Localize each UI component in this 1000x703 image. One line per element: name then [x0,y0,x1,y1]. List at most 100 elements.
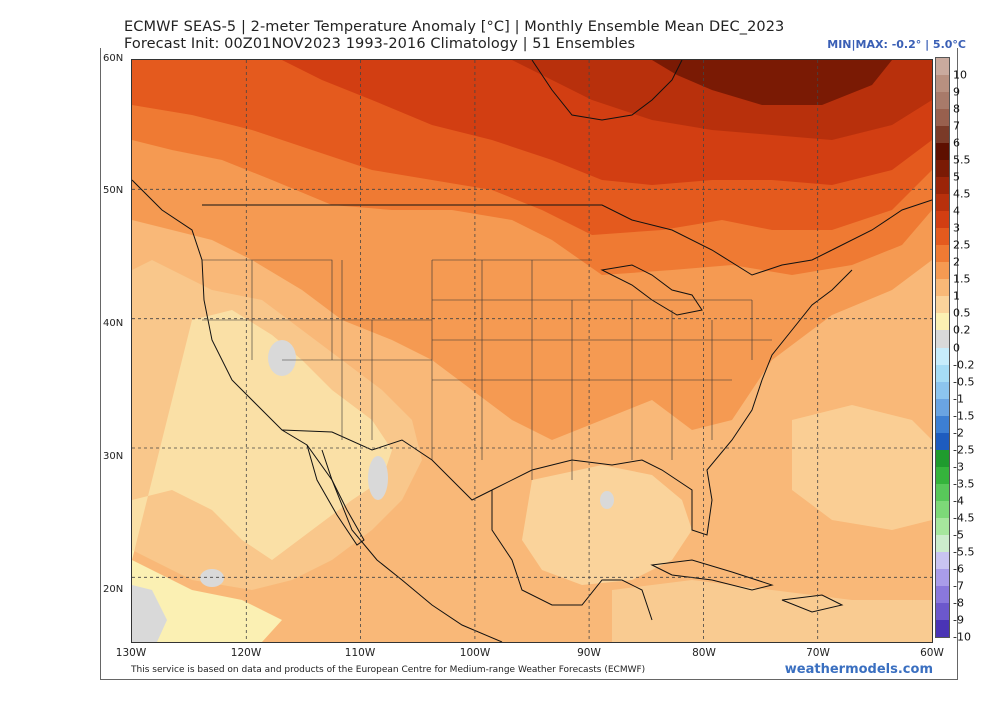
colorbar-cell [936,262,949,280]
map-title-line-2: Forecast Init: 00Z01NOV2023 1993-2016 Cl… [124,36,636,52]
colorbar-label: -2.5 [953,443,975,457]
near-zero-gulf [600,491,614,509]
colorbar-cell [936,483,949,502]
colorbar-cell [936,296,949,314]
colorbar-cell [936,602,949,621]
colorbar-cell [936,551,949,570]
colorbar-label: 7 [953,119,960,133]
near-zero-pacific [200,569,224,587]
colorbar-label: 1 [953,289,960,303]
colorbar-cell [936,500,949,519]
lat-label-50n: 50N [103,185,124,196]
colorbar-cell [936,398,949,417]
colorbar-cell [936,415,949,434]
lon-label-100w: 100W [459,647,491,659]
lon-label-130w: 130W [115,647,147,659]
lon-label-60w: 60W [920,647,944,659]
colorbar-label: 4.5 [953,187,971,201]
colorbar-label: 4 [953,204,960,218]
colorbar-cell [936,466,949,485]
near-zero-nevada [268,340,296,376]
colorbar-label: -7 [953,579,964,593]
colorbar-cell [936,585,949,604]
lat-label-40n: 40N [103,318,124,329]
colorbar-label: -10 [953,630,971,644]
colorbar-cell [936,143,949,161]
colorbar-label: -8 [953,596,964,610]
colorbar-cell [936,313,949,331]
colorbar-cell [936,381,949,400]
colorbar-cell [936,177,949,195]
colorbar-cell [936,568,949,587]
lat-label-20n: 20N [103,584,124,595]
map-title-line-1: ECMWF SEAS-5 | 2-meter Temperature Anoma… [124,19,785,35]
anomaly-band-0-5-gulf [522,465,692,585]
colorbar-cell [936,58,949,76]
near-zero-far-pacific [132,585,167,642]
lon-label-110w: 110W [344,647,376,659]
colorbar-cell [936,619,949,638]
colorbar-label: -4 [953,494,964,508]
gulf-coast [491,490,653,621]
colorbar-label: -3.5 [953,477,975,491]
colorbar-label: -5 [953,528,964,542]
colorbar-label: -3 [953,460,964,474]
colorbar-label: -1.5 [953,409,975,423]
cuba [650,559,774,591]
great-lakes [600,264,703,316]
colorbar-label: -4.5 [953,511,975,525]
colorbar-label: 8 [953,102,960,116]
colorbar-cell [936,126,949,144]
lat-label-30n: 30N [103,451,124,462]
colorbar-label: -0.5 [953,375,975,389]
state-lines-central [432,259,612,480]
colorbar-label: -2 [953,426,964,440]
colorbar-cell [936,75,949,93]
colorbar-label: 0 [953,341,960,354]
anomaly-band-0-5-atlantic [792,405,932,530]
colorbar-label: -1 [953,392,964,406]
colorbar-label: 9 [953,85,960,99]
colorbar-cell [936,364,949,383]
colorbar [935,57,950,638]
east-canada-coast [831,199,932,251]
colorbar-cell [936,109,949,127]
colorbar-label: 3 [953,221,960,235]
colorbar-cell [936,330,949,348]
colorbar-cell [936,160,949,178]
us-canada-border [202,204,833,276]
colorbar-cell [936,279,949,297]
lon-label-120w: 120W [230,647,262,659]
colorbar-label: -5.5 [953,545,975,559]
colorbar-label: 2 [953,255,960,269]
colorbar-label: -0.2 [953,358,975,372]
lat-lon-grid [132,60,932,642]
colorbar-label: 0.5 [953,306,971,320]
colorbar-label: -9 [953,613,964,627]
colorbar-cell [936,534,949,553]
colorbar-cell [936,432,949,451]
us-mexico-border [281,429,493,501]
lon-label-90w: 90W [577,647,601,659]
colorbar-label: -6 [953,562,964,576]
colorbar-cell [936,194,949,212]
lat-label-60n: 60N [103,53,124,64]
brand-link[interactable]: weathermodels.com [784,662,933,677]
colorbar-cell [936,517,949,536]
colorbar-cell [936,92,949,110]
colorbar-label: 1.5 [953,272,971,286]
min-max-readout: MIN|MAX: -0.2° | 5.0°C [827,38,966,51]
colorbar-label: 5.5 [953,153,971,167]
colorbar-label: 0.2 [953,323,971,337]
colorbar-label: 6 [953,136,960,150]
colorbar-label: 2.5 [953,238,971,252]
colorbar-cell [936,449,949,468]
lon-label-70w: 70W [806,647,830,659]
state-lines-east [602,299,772,460]
hispaniola [781,594,844,613]
ecmwf-attribution: This service is based on data and produc… [131,665,646,675]
figure-frame [100,48,958,680]
anomaly-band-5 [652,60,892,105]
near-zero-sonora [368,456,388,500]
colorbar-cell [936,211,949,229]
